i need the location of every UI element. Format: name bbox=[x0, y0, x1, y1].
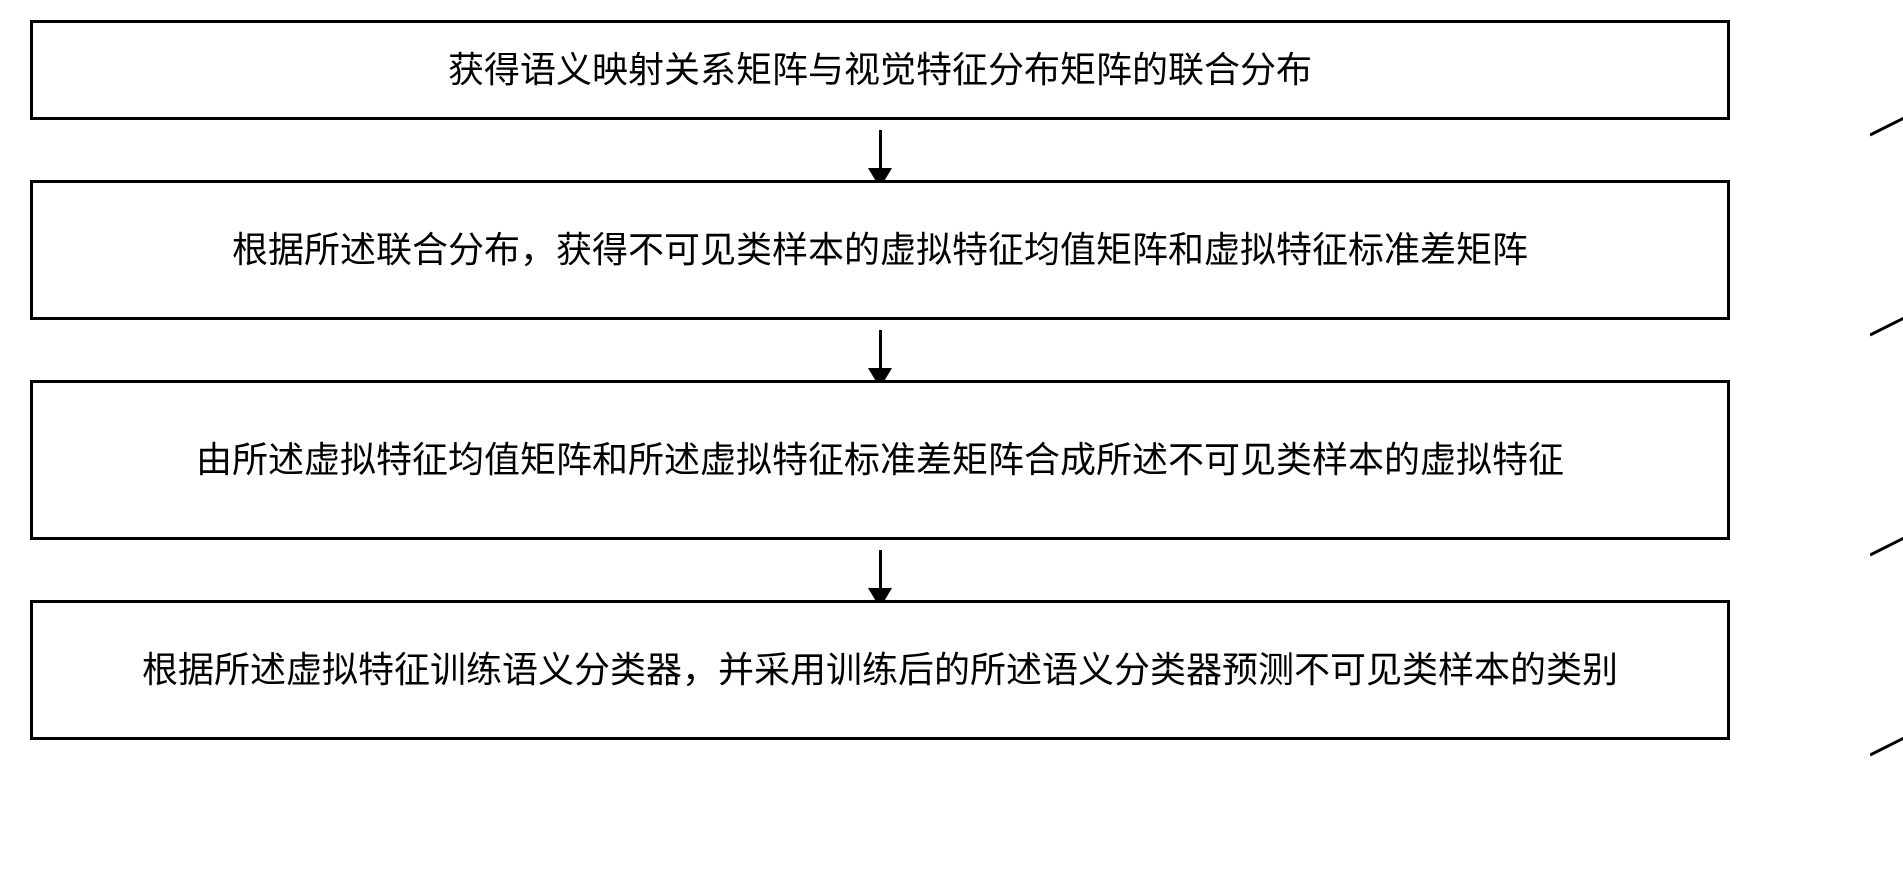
flowchart-container: 获得语义映射关系矩阵与视觉特征分布矩阵的联合分布 S001 根据所述联合分布，获… bbox=[30, 20, 1870, 740]
step-text-4: 根据所述虚拟特征训练语义分类器，并采用训练后的所述语义分类器预测不可见类样本的类… bbox=[142, 643, 1618, 697]
step-wrapper-1: 获得语义映射关系矩阵与视觉特征分布矩阵的联合分布 S001 bbox=[30, 20, 1870, 120]
step-text-1: 获得语义映射关系矩阵与视觉特征分布矩阵的联合分布 bbox=[448, 43, 1312, 97]
step-box-1: 获得语义映射关系矩阵与视觉特征分布矩阵的联合分布 bbox=[30, 20, 1730, 120]
step-box-4: 根据所述虚拟特征训练语义分类器，并采用训练后的所述语义分类器预测不可见类样本的类… bbox=[30, 600, 1730, 740]
step-wrapper-4: 根据所述虚拟特征训练语义分类器，并采用训练后的所述语义分类器预测不可见类样本的类… bbox=[30, 600, 1870, 740]
label-connector-2 bbox=[1860, 320, 1903, 323]
arrow-line-icon bbox=[879, 130, 882, 170]
step-text-2: 根据所述联合分布，获得不可见类样本的虚拟特征均值矩阵和虚拟特征标准差矩阵 bbox=[232, 223, 1528, 277]
label-connector-4 bbox=[1860, 740, 1903, 743]
step-text-3: 由所述虚拟特征均值矩阵和所述虚拟特征标准差矩阵合成所述不可见类样本的虚拟特征 bbox=[196, 433, 1564, 487]
label-connector-3 bbox=[1860, 540, 1903, 543]
label-connector-1 bbox=[1860, 120, 1903, 123]
arrow-line-icon bbox=[879, 550, 882, 590]
arrow-line-icon bbox=[879, 330, 882, 370]
step-wrapper-2: 根据所述联合分布，获得不可见类样本的虚拟特征均值矩阵和虚拟特征标准差矩阵 S00… bbox=[30, 180, 1870, 320]
arrow-3 bbox=[30, 540, 1730, 600]
arrow-1 bbox=[30, 120, 1730, 180]
arrow-2 bbox=[30, 320, 1730, 380]
step-wrapper-3: 由所述虚拟特征均值矩阵和所述虚拟特征标准差矩阵合成所述不可见类样本的虚拟特征 S… bbox=[30, 380, 1870, 540]
step-box-2: 根据所述联合分布，获得不可见类样本的虚拟特征均值矩阵和虚拟特征标准差矩阵 bbox=[30, 180, 1730, 320]
step-box-3: 由所述虚拟特征均值矩阵和所述虚拟特征标准差矩阵合成所述不可见类样本的虚拟特征 bbox=[30, 380, 1730, 540]
